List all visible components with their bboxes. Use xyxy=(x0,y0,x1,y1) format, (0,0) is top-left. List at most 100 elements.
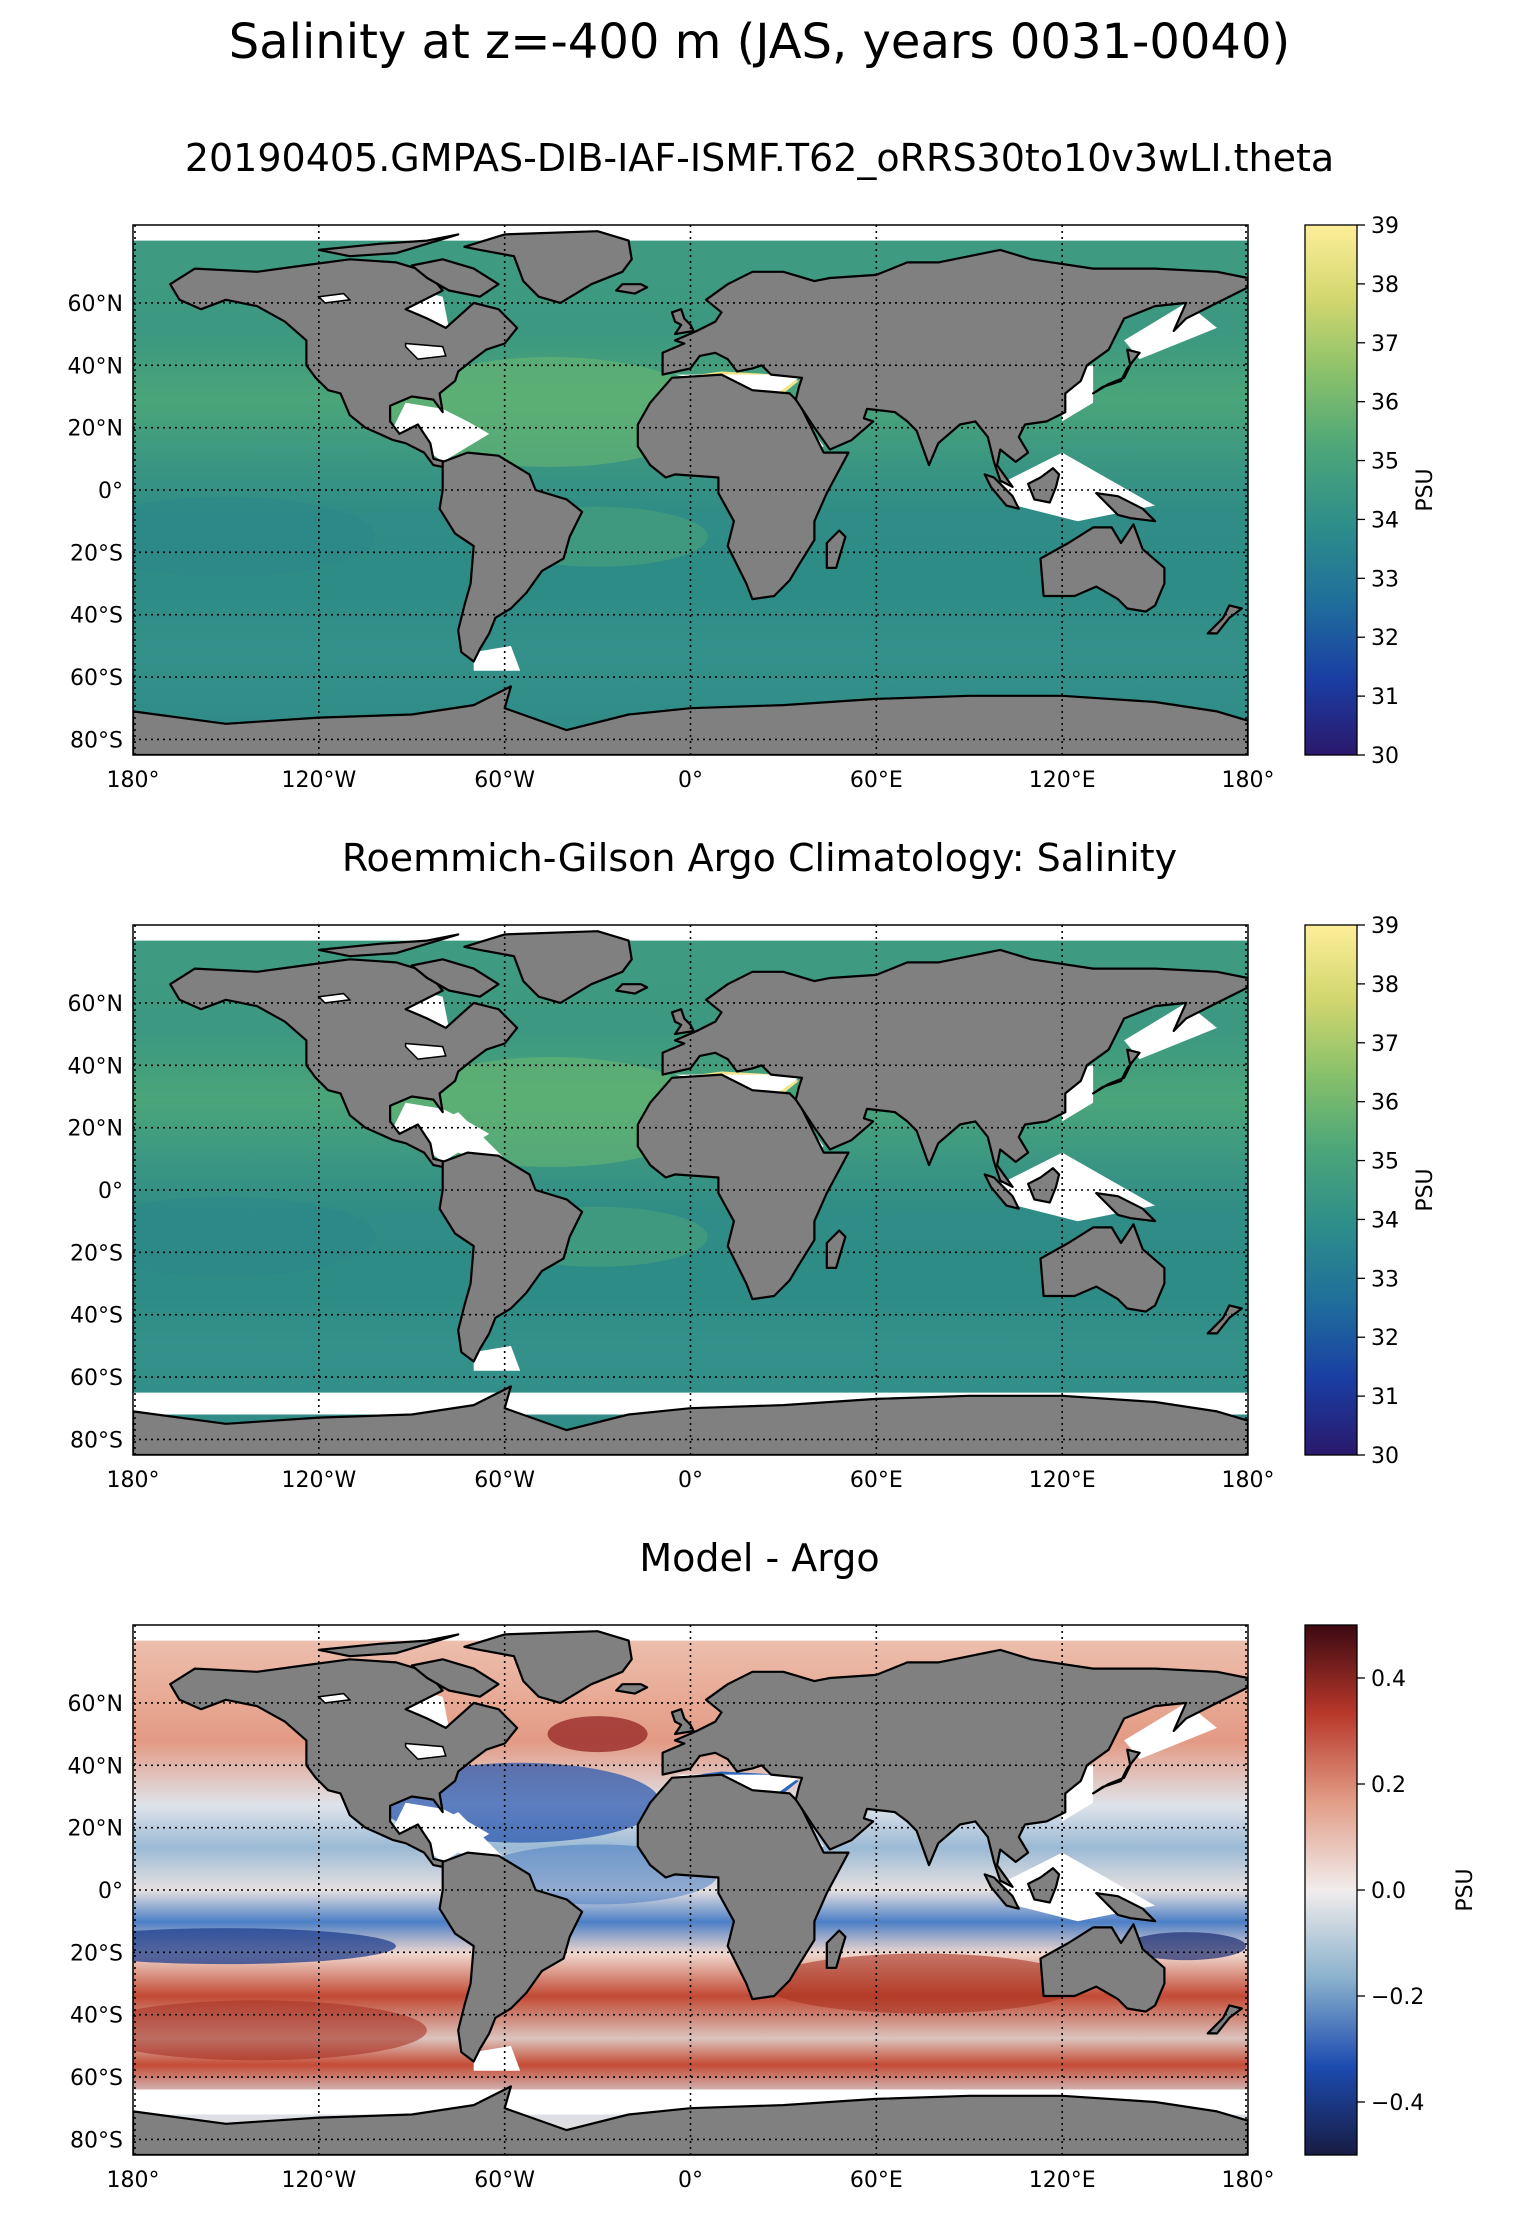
colorbar-tick-label: 36 xyxy=(1371,1091,1399,1116)
colorbar-tick-label: 33 xyxy=(1371,567,1399,592)
lake xyxy=(317,292,352,304)
lon-tick-label: 60°E xyxy=(850,2168,903,2193)
lat-tick-label: 80°S xyxy=(70,2128,123,2153)
lon-tick-label: 180° xyxy=(107,2168,160,2193)
lon-tick-label: 60°W xyxy=(474,768,535,793)
land-arctic-islands xyxy=(317,233,460,258)
gridlines xyxy=(133,925,1248,1455)
colorbar-tick-label: 0.4 xyxy=(1371,1667,1406,1692)
lat-tick-label: 80°S xyxy=(70,728,123,753)
land-australia xyxy=(1039,1923,1166,2013)
land-borneo xyxy=(1026,467,1061,504)
colorbar-tick-label: 0.0 xyxy=(1371,1879,1406,1904)
map-frame xyxy=(132,924,1249,1456)
lat-tick-label: 60°N xyxy=(68,292,123,317)
lon-tick-label: 120°W xyxy=(281,1468,356,1493)
colorbar-tick-label: 34 xyxy=(1371,508,1399,533)
lat-tick-label: 20°N xyxy=(68,1117,123,1142)
gridlines xyxy=(133,225,1248,755)
colorbar-tick-label: 37 xyxy=(1371,1032,1399,1057)
colorbar-tick-label: −0.2 xyxy=(1371,1985,1424,2010)
pacific-fresh-band xyxy=(133,496,376,577)
lon-tick-label: 180° xyxy=(107,1468,160,1493)
land-greenland xyxy=(463,930,633,1005)
lat-tick-label: 0° xyxy=(98,1879,123,1904)
land-greenland xyxy=(463,1630,633,1705)
land-sumatra xyxy=(983,1873,1020,1910)
lon-tick-label: 60°W xyxy=(474,2168,535,2193)
colorbar-tick-label: 0.2 xyxy=(1371,1773,1406,1798)
lat-tick-label: 20°N xyxy=(68,417,123,442)
land-antarctica xyxy=(133,685,1248,755)
land-madagascar xyxy=(825,1929,847,1969)
land-madagascar xyxy=(825,529,847,569)
map-frame xyxy=(132,224,1249,756)
land-baffin xyxy=(410,258,500,298)
colorbar-tick-label: 39 xyxy=(1371,214,1399,239)
colorbar-tick-label: 36 xyxy=(1371,391,1399,416)
lat-tick-label: 20°N xyxy=(68,1817,123,1842)
colorbar-tick-label: 31 xyxy=(1371,685,1399,710)
lat-tick-label: 60°N xyxy=(68,1692,123,1717)
land-new-guinea xyxy=(1095,1892,1157,1923)
lat-tick-label: 0° xyxy=(98,479,123,504)
lake xyxy=(404,1742,447,1760)
land-new-guinea xyxy=(1095,492,1157,523)
north-atlantic-salty-bias xyxy=(547,1716,648,1753)
argo-salinity-map: 180° 120°W 60°W 0° 60°E 120°E 180° 60°N 40°N 20°N… xyxy=(68,914,1438,1493)
lat-tick-label: 40°N xyxy=(68,354,123,379)
lat-tick-label: 40°S xyxy=(70,2004,123,2029)
land-sumatra xyxy=(983,473,1020,510)
lon-tick-label: 60°E xyxy=(850,1468,903,1493)
land-japan xyxy=(1091,1748,1141,1795)
map-area xyxy=(133,1625,1248,2155)
lake xyxy=(404,342,447,360)
land-new-zealand xyxy=(1206,1304,1243,1335)
land-madagascar xyxy=(825,1229,847,1269)
lon-tick-label: 180° xyxy=(1222,1468,1275,1493)
land-antarctica xyxy=(133,1385,1248,1455)
lat-tick-label: 60°S xyxy=(70,666,123,691)
land-north-america xyxy=(169,958,519,1170)
colorbar-tick-label: 32 xyxy=(1371,626,1399,651)
land-new-zealand xyxy=(1206,2004,1243,2035)
lon-tick-label: 180° xyxy=(107,768,160,793)
land-baffin xyxy=(410,958,500,998)
colorbar-tick-label: 31 xyxy=(1371,1385,1399,1410)
land-new-guinea xyxy=(1095,1192,1157,1223)
land-greenland xyxy=(463,230,633,305)
land-north-america xyxy=(169,258,519,470)
land-borneo xyxy=(1026,1167,1061,1204)
land-sumatra xyxy=(983,1173,1020,1210)
colorbar-tick-label: −0.4 xyxy=(1371,2091,1424,2116)
lon-tick-label: 120°E xyxy=(1029,768,1096,793)
panel-title-model: 20190405.GMPAS-DIB-IAF-ISMF.T62_oRRS30to… xyxy=(184,136,1335,180)
lat-tick-label: 40°N xyxy=(68,1054,123,1079)
land-north-america xyxy=(169,1658,519,1870)
lon-tick-label: 180° xyxy=(1222,768,1275,793)
lon-tick-label: 120°E xyxy=(1029,2168,1096,2193)
no-data-region xyxy=(473,2045,521,2071)
land-new-zealand xyxy=(1206,604,1243,635)
southwest-pacific-fresh-bias xyxy=(1126,1932,1247,1961)
land-iceland xyxy=(615,283,649,295)
land-great-britain xyxy=(670,1708,695,1736)
lon-tick-label: 0° xyxy=(678,2168,703,2193)
panel-title-difference: Model - Argo xyxy=(639,1536,880,1580)
land-antarctica xyxy=(133,2085,1248,2155)
land-iceland xyxy=(615,1683,649,1695)
colorbar-tick-label: 35 xyxy=(1371,1150,1399,1175)
colorbar-label: PSU xyxy=(1413,468,1438,511)
colorbar-tick-label: 37 xyxy=(1371,332,1399,357)
lat-tick-label: 20°S xyxy=(70,1941,123,1966)
land-australia xyxy=(1039,1223,1166,1313)
lat-tick-label: 80°S xyxy=(70,1428,123,1453)
lake xyxy=(404,1042,447,1060)
lon-tick-label: 60°W xyxy=(474,1468,535,1493)
no-data-region xyxy=(411,1112,505,1159)
lat-tick-label: 20°S xyxy=(70,1241,123,1266)
colorbar-tick-label: 30 xyxy=(1371,1444,1399,1469)
south-pacific-fresh-bias xyxy=(133,1928,396,1965)
lat-tick-label: 0° xyxy=(98,1179,123,1204)
colorbar xyxy=(1304,224,1358,756)
